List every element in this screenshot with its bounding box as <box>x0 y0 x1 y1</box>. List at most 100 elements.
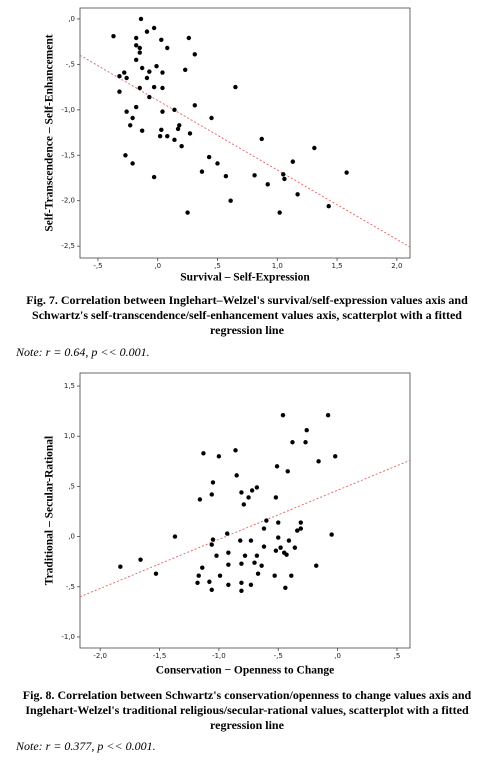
point <box>138 16 144 22</box>
point <box>209 542 214 547</box>
point <box>207 579 212 584</box>
point <box>273 495 279 500</box>
point <box>123 153 128 158</box>
point <box>209 587 214 592</box>
point <box>130 161 135 166</box>
point <box>233 448 238 453</box>
y-tick-label: ,5 <box>68 482 75 490</box>
point <box>298 526 303 531</box>
point <box>144 29 150 34</box>
y-tick-label: 1,0 <box>64 432 75 440</box>
x-tick-label: -2,0 <box>93 652 107 660</box>
point <box>160 85 165 91</box>
fit-line <box>79 54 411 248</box>
point <box>124 109 129 114</box>
x-tick-label: -,5 <box>93 262 102 270</box>
chart: -2,0 -1,5 -1,0 -,5 ,0 ,5 1,5 1,0 ,5 ,0 -,5 -1,0 Cons… <box>44 372 411 677</box>
point <box>248 538 254 543</box>
point <box>117 89 122 94</box>
point <box>272 573 277 578</box>
point <box>133 35 139 41</box>
point <box>187 131 193 136</box>
chart: -,5 ,0 ,5 1,0 1,5 2,0 ,0 -,5 -1,0 -1,5 -2,0 -2,5 Sur… <box>44 7 411 284</box>
point <box>139 128 145 133</box>
point <box>295 192 300 197</box>
point <box>280 412 286 418</box>
point <box>254 485 260 490</box>
point <box>165 133 170 139</box>
point <box>137 85 142 91</box>
point <box>264 518 269 523</box>
point <box>124 75 129 81</box>
point <box>252 560 257 565</box>
y-tick-label: -1,0 <box>61 106 75 114</box>
point <box>216 454 222 459</box>
point <box>239 490 244 495</box>
point <box>199 169 205 174</box>
point <box>278 545 283 550</box>
point <box>276 520 281 525</box>
y-tick-label: ,0 <box>68 15 75 23</box>
point <box>122 70 127 75</box>
point <box>249 488 255 493</box>
x-tick-label: 1,5 <box>331 262 342 270</box>
point <box>209 492 214 497</box>
x-axis-title: Conservation − Openness to Change <box>156 665 334 677</box>
point <box>160 70 165 75</box>
point <box>209 115 214 121</box>
point <box>183 67 188 73</box>
point <box>165 45 170 51</box>
point <box>303 440 308 445</box>
point <box>252 173 257 178</box>
point <box>185 210 190 215</box>
point <box>133 43 139 48</box>
point <box>233 84 238 90</box>
point <box>210 537 216 542</box>
point <box>333 454 338 459</box>
point <box>284 552 289 557</box>
point <box>344 170 349 175</box>
point <box>316 459 321 464</box>
point <box>304 428 309 433</box>
caption: Fig. 8. Correlation between Schwartz's c… <box>22 688 472 732</box>
x-tick-label: -,5 <box>274 652 283 660</box>
point <box>201 451 206 456</box>
point <box>226 562 231 567</box>
point <box>281 172 286 177</box>
point <box>144 75 150 81</box>
point <box>226 550 231 555</box>
x-tick-label: ,0 <box>334 652 341 660</box>
point <box>226 582 231 587</box>
x-tick-label: 2,0 <box>391 262 402 270</box>
x-tick-label: ,0 <box>154 262 161 270</box>
point <box>224 531 230 536</box>
point <box>179 143 184 149</box>
point <box>239 561 244 566</box>
point <box>186 35 192 41</box>
point <box>117 73 122 79</box>
y-axis-title: Traditional – Secular-Rational <box>44 436 56 586</box>
point <box>329 532 334 537</box>
note: Note: r = 0.377, p << 0.001. <box>16 739 156 753</box>
point <box>177 123 182 128</box>
point <box>234 473 239 478</box>
point <box>248 582 254 587</box>
point <box>254 553 260 558</box>
point <box>151 25 157 31</box>
point <box>282 176 287 182</box>
point <box>325 412 331 418</box>
point <box>242 553 248 558</box>
point <box>314 563 319 568</box>
y-tick-label: -1,5 <box>61 151 75 159</box>
point <box>206 154 212 160</box>
point <box>295 528 300 533</box>
point <box>239 588 244 593</box>
point <box>277 210 282 215</box>
point <box>111 33 116 39</box>
fit-line <box>79 459 411 598</box>
point <box>261 544 267 549</box>
x-tick-label: ,5 <box>394 652 401 660</box>
point <box>128 123 133 128</box>
point <box>289 573 294 578</box>
x-tick-label: -1,0 <box>212 652 226 660</box>
